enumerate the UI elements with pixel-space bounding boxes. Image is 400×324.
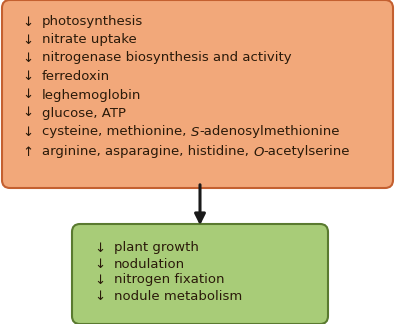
Text: ↓: ↓	[22, 16, 34, 29]
Text: ↓: ↓	[22, 88, 34, 101]
Text: ↓: ↓	[22, 125, 34, 138]
Text: ↓: ↓	[94, 290, 106, 303]
Text: ↓: ↓	[94, 241, 106, 254]
Text: nodulation: nodulation	[114, 258, 185, 271]
Text: nitrate uptake: nitrate uptake	[42, 33, 137, 47]
Text: cysteine, methionine,: cysteine, methionine,	[42, 125, 191, 138]
FancyBboxPatch shape	[72, 224, 328, 324]
Text: ↓: ↓	[22, 71, 34, 84]
Text: nitrogenase biosynthesis and activity: nitrogenase biosynthesis and activity	[42, 52, 292, 64]
Text: photosynthesis: photosynthesis	[42, 16, 143, 29]
Text: glucose, ATP: glucose, ATP	[42, 107, 126, 120]
Text: arginine, asparagine, histidine,: arginine, asparagine, histidine,	[42, 145, 253, 158]
Text: -adenosylmethionine: -adenosylmethionine	[199, 125, 340, 138]
Text: ↓: ↓	[94, 273, 106, 286]
Text: plant growth: plant growth	[114, 241, 199, 254]
Text: leghemoglobin: leghemoglobin	[42, 88, 141, 101]
Text: ↑: ↑	[22, 145, 34, 158]
Text: nodule metabolism: nodule metabolism	[114, 290, 242, 303]
Text: ↓: ↓	[22, 107, 34, 120]
Text: ↓: ↓	[94, 258, 106, 271]
FancyBboxPatch shape	[2, 0, 393, 188]
Text: S: S	[191, 125, 199, 138]
Text: ↓: ↓	[22, 33, 34, 47]
Text: O: O	[253, 145, 264, 158]
Text: ferredoxin: ferredoxin	[42, 71, 110, 84]
Text: -acetylserine: -acetylserine	[264, 145, 350, 158]
Text: nitrogen fixation: nitrogen fixation	[114, 273, 224, 286]
Text: ↓: ↓	[22, 52, 34, 64]
